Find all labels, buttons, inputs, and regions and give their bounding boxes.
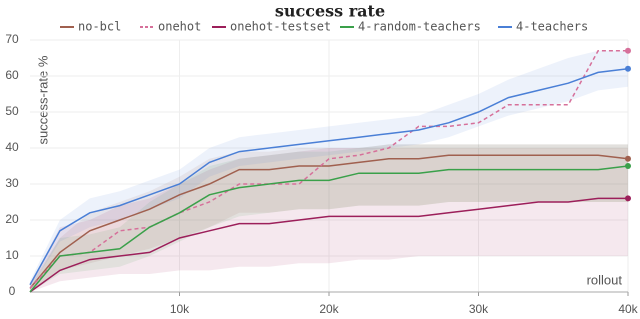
y-tick-label: 60 bbox=[5, 68, 19, 82]
line bbox=[29, 197, 628, 293]
chart-title: success rate bbox=[275, 2, 385, 21]
y-tick-label: 40 bbox=[5, 140, 19, 154]
legend-label: onehot bbox=[158, 20, 201, 34]
end-point bbox=[625, 65, 631, 72]
y-tick-label: 0 bbox=[9, 284, 16, 298]
y-tick-label: 50 bbox=[5, 104, 19, 118]
x-axis-label: rollout bbox=[587, 272, 623, 287]
band bbox=[30, 144, 628, 292]
x-tick-label: 10k bbox=[170, 302, 190, 316]
line bbox=[29, 154, 629, 289]
y-axis-label: success-rate % bbox=[35, 55, 50, 144]
end-point bbox=[625, 195, 631, 202]
y-tick-label: 70 bbox=[5, 32, 19, 46]
x-tick-label: 30k bbox=[469, 302, 489, 316]
end-point bbox=[625, 163, 631, 169]
line bbox=[29, 68, 629, 286]
line bbox=[29, 165, 629, 293]
legend-label: 4-teachers bbox=[516, 20, 588, 34]
line bbox=[29, 50, 628, 289]
legend-label: no-bcl bbox=[78, 20, 121, 34]
legend-label: 4-random-teachers bbox=[358, 20, 481, 34]
y-tick-label: 30 bbox=[5, 176, 19, 190]
legend-label: onehot-testset bbox=[230, 20, 331, 34]
y-tick-label: 10 bbox=[5, 248, 19, 262]
end-point bbox=[625, 155, 631, 162]
y-tick-label: 20 bbox=[5, 212, 19, 226]
x-tick-label: 20k bbox=[319, 302, 339, 316]
end-point bbox=[625, 47, 631, 54]
band bbox=[30, 144, 628, 292]
band bbox=[30, 50, 628, 289]
x-tick-label: 40k bbox=[618, 302, 638, 316]
